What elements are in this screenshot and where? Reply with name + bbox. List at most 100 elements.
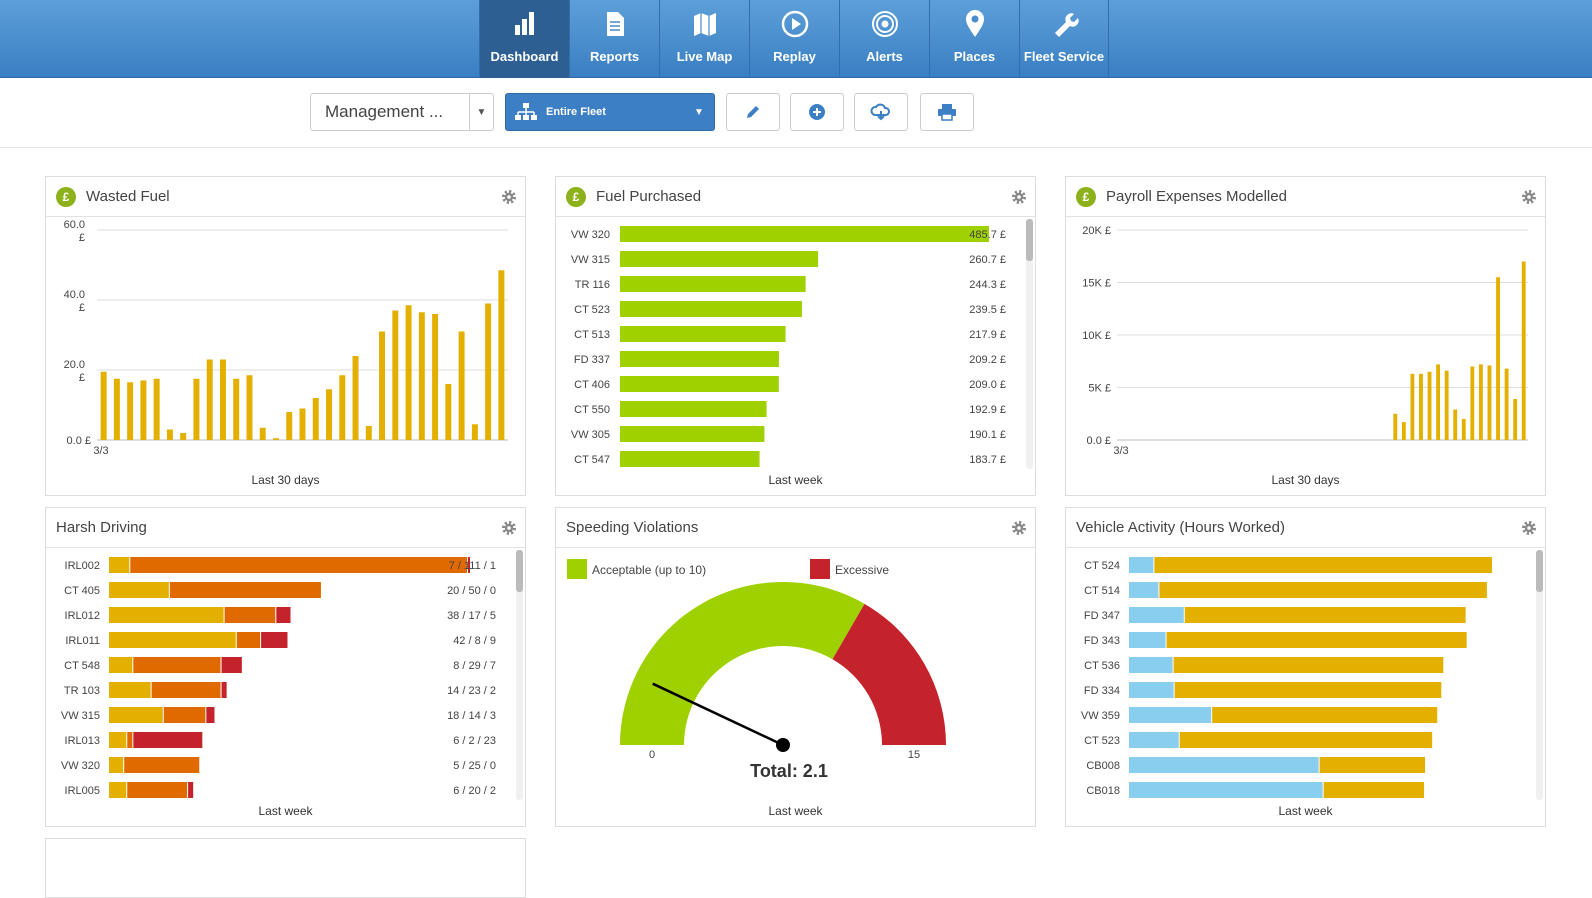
scrollbar-thumb[interactable] [516, 550, 523, 592]
nav-item-dashboard[interactable]: Dashboard [479, 0, 569, 78]
value-label: 190.1 £ [969, 429, 1006, 441]
scrollbar[interactable] [1026, 219, 1033, 469]
bar-segment [1129, 557, 1154, 573]
category-label: FD 337 [574, 354, 610, 366]
empty-panel [45, 838, 526, 898]
bar [379, 331, 386, 440]
cloud-icon [870, 103, 890, 121]
bar-segment [1129, 782, 1323, 798]
pound-icon: £ [56, 186, 76, 207]
pound-icon: £ [566, 186, 586, 207]
category-label: CT 523 [574, 304, 610, 316]
nav-item-places[interactable]: Places [929, 0, 1019, 78]
scrollbar-thumb[interactable] [1026, 219, 1033, 261]
x-tick-label: 3/3 [93, 445, 108, 457]
scrollbar-thumb[interactable] [1536, 550, 1543, 592]
category-label: VW 315 [61, 710, 100, 722]
vehicle-activity-chart: CT 524 CT 514 FD 347 FD 343 CT 536 FD 334 VW 3… [1081, 557, 1492, 798]
panel-header: £ Fuel Purchased [556, 177, 1035, 217]
bar [312, 398, 319, 440]
plus-icon [809, 104, 825, 120]
wasted-fuel-panel: £ Wasted Fuel 0.0 £20.0 £40.0 £60.0 £3/3 Las… [45, 176, 526, 496]
gear-icon[interactable] [501, 520, 517, 536]
category-label: CT 524 [1084, 560, 1120, 572]
gear-icon[interactable] [501, 189, 517, 205]
wrench-icon [1055, 13, 1079, 37]
gear-icon[interactable] [1011, 520, 1027, 536]
nav-item-reports[interactable]: Reports [569, 0, 659, 78]
add-widget-button[interactable] [790, 93, 844, 131]
value-label: 7 / 111 / 1 [449, 560, 496, 572]
value-label: 244.3 £ [969, 279, 1006, 291]
gear-icon[interactable] [1521, 189, 1537, 205]
bar [498, 270, 505, 440]
bar-segment [276, 607, 291, 623]
bar-segment [1129, 657, 1173, 673]
bar [1470, 366, 1475, 440]
category-label: CT 523 [1084, 735, 1120, 747]
bar-segment [1154, 557, 1492, 573]
bar [1461, 419, 1466, 440]
chevron-down-icon[interactable]: ▼ [694, 106, 704, 118]
x-tick-label: 3/3 [1113, 445, 1128, 457]
bar-segment [127, 732, 133, 748]
value-label: 183.7 £ [969, 454, 1006, 466]
panel-title: Fuel Purchased [596, 188, 702, 205]
gear-icon[interactable] [1521, 520, 1537, 536]
nav-item-fleet-service[interactable]: Fleet Service [1019, 0, 1109, 78]
dashboard-select[interactable]: Management ... ▼ [310, 93, 494, 131]
value-label: 209.0 £ [969, 379, 1006, 391]
y-tick-label: 20K £ [1082, 225, 1111, 237]
category-label: CT 406 [574, 379, 610, 391]
panel-header: £ Payroll Expenses Modelled [1066, 177, 1545, 217]
bar-segment [1212, 707, 1438, 723]
bar [352, 356, 359, 440]
bar [259, 427, 266, 440]
gear-icon[interactable] [1011, 189, 1027, 205]
legend-swatch-excessive [810, 559, 830, 579]
bar-segment [1173, 657, 1444, 673]
nav-item-alerts[interactable]: Alerts [839, 0, 929, 78]
bar [166, 429, 173, 440]
main-nav: Dashboard Reports Live Map Replay Alerts Plac… [479, 0, 1109, 78]
bar-segment [109, 632, 236, 648]
bar-segment [163, 707, 206, 723]
panel-title: Payroll Expenses Modelled [1106, 188, 1287, 205]
chevron-down-icon[interactable]: ▼ [469, 94, 493, 130]
legend-label-acceptable: Acceptable (up to 10) [592, 563, 706, 577]
value-label: 20 / 50 / 0 [447, 585, 496, 597]
panel-footer: Last week [1278, 804, 1333, 818]
edit-button[interactable] [726, 93, 780, 131]
fleet-select[interactable]: Entire Fleet ▼ [505, 93, 715, 131]
bar-segment [467, 557, 470, 573]
nav-item-replay[interactable]: Replay [749, 0, 839, 78]
pencil-icon [747, 106, 759, 118]
panel-footer: Last week [768, 804, 823, 818]
gauge-needle [652, 682, 784, 747]
print-button[interactable] [920, 93, 974, 131]
gauge-min-label: 0 [649, 749, 655, 761]
y-tick-label: 15K £ [1082, 278, 1111, 290]
cloud-button[interactable] [854, 93, 908, 131]
fuel-purchased-chart: VW 320 485.7 £ VW 315 260.7 £ TR 116 244.3 £ C… [571, 226, 1006, 467]
bar [1513, 399, 1518, 440]
category-label: IRL002 [65, 560, 100, 572]
value-label: 14 / 23 / 2 [447, 685, 496, 697]
bar-segment [1323, 782, 1425, 798]
category-label: CT 548 [64, 660, 100, 672]
nav-item-live-map[interactable]: Live Map [659, 0, 749, 78]
bar-segment [151, 682, 221, 698]
category-label: IRL011 [65, 635, 100, 647]
scrollbar[interactable] [1536, 550, 1543, 800]
scrollbar[interactable] [516, 550, 523, 800]
bar [153, 378, 160, 440]
gauge-band-excessive [832, 603, 946, 745]
document-icon [606, 12, 624, 36]
bar-segment [224, 607, 276, 623]
bar-segment [109, 757, 124, 773]
bar [273, 438, 279, 440]
bar [219, 359, 226, 440]
value-label: 217.9 £ [969, 329, 1006, 341]
bar-segment [127, 782, 188, 798]
payroll-chart: 0.0 £ 5K £ 10K £ 15K £ 20K £ 3/3 [1082, 225, 1528, 457]
